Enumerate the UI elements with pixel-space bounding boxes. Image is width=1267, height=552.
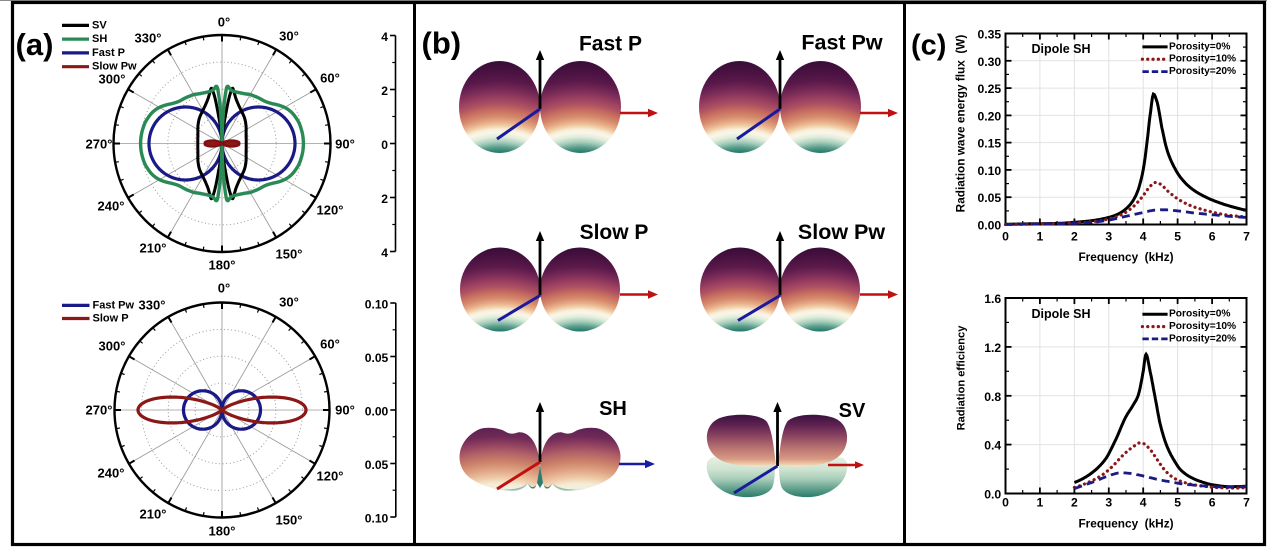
- svg-text:2: 2: [1071, 496, 1078, 510]
- svg-text:0.8: 0.8: [984, 390, 1001, 404]
- svg-text:1: 1: [1037, 496, 1044, 510]
- svg-text:0.15: 0.15: [977, 137, 1001, 151]
- svg-text:Fast Pw: Fast Pw: [801, 31, 883, 55]
- svg-text:6: 6: [1209, 496, 1216, 510]
- svg-text:0.05: 0.05: [365, 458, 389, 472]
- svg-text:210°: 210°: [140, 507, 167, 522]
- svg-text:180°: 180°: [209, 258, 236, 273]
- svg-text:0.05: 0.05: [365, 351, 389, 365]
- svg-text:Slow P: Slow P: [93, 313, 129, 325]
- svg-text:0: 0: [381, 138, 388, 152]
- svg-text:60°: 60°: [320, 71, 340, 86]
- svg-text:(c): (c): [911, 30, 946, 62]
- svg-text:0.10: 0.10: [365, 298, 389, 312]
- svg-text:150°: 150°: [276, 513, 303, 528]
- svg-text:Slow P: Slow P: [580, 221, 649, 244]
- svg-text:210°: 210°: [140, 241, 167, 256]
- svg-text:0.05: 0.05: [977, 191, 1001, 205]
- svg-text:1.6: 1.6: [984, 292, 1001, 306]
- svg-text:SH: SH: [92, 33, 107, 45]
- svg-text:1: 1: [1037, 229, 1044, 243]
- svg-text:Porosity=0%: Porosity=0%: [1169, 41, 1230, 52]
- svg-text:Dipole SH: Dipole SH: [1032, 42, 1091, 56]
- svg-text:2: 2: [381, 84, 388, 98]
- svg-text:(b): (b): [422, 26, 462, 61]
- svg-text:Slow Pw: Slow Pw: [798, 220, 885, 244]
- svg-text:SV: SV: [839, 400, 866, 422]
- svg-text:Slow Pw: Slow Pw: [92, 61, 137, 73]
- svg-text:5: 5: [1174, 229, 1181, 243]
- svg-text:0°: 0°: [218, 281, 230, 296]
- svg-text:4: 4: [381, 246, 388, 260]
- svg-text:7: 7: [1243, 496, 1250, 510]
- svg-text:1.2: 1.2: [984, 341, 1001, 355]
- svg-text:0.35: 0.35: [977, 28, 1001, 42]
- svg-text:2: 2: [1071, 229, 1078, 243]
- svg-text:270°: 270°: [86, 403, 113, 418]
- svg-text:4: 4: [1140, 496, 1147, 510]
- svg-text:0.00: 0.00: [977, 219, 1001, 233]
- svg-text:0.25: 0.25: [977, 82, 1001, 96]
- svg-text:Frequency (kHz): Frequency (kHz): [1078, 517, 1173, 531]
- svg-text:0.10: 0.10: [365, 512, 389, 526]
- svg-text:300°: 300°: [99, 339, 126, 354]
- svg-text:0.00: 0.00: [365, 405, 389, 419]
- svg-text:180°: 180°: [209, 524, 236, 539]
- svg-text:Porosity=10%: Porosity=10%: [1169, 54, 1236, 65]
- svg-text:240°: 240°: [98, 199, 125, 214]
- svg-text:(a): (a): [16, 27, 54, 62]
- svg-text:60°: 60°: [320, 337, 340, 352]
- svg-text:0.4: 0.4: [984, 439, 1001, 453]
- svg-text:270°: 270°: [86, 137, 113, 152]
- svg-text:330°: 330°: [135, 31, 162, 46]
- svg-text:Fast Pw: Fast Pw: [93, 299, 135, 311]
- svg-text:0°: 0°: [218, 15, 230, 30]
- svg-text:Dipole SH: Dipole SH: [1032, 307, 1091, 321]
- svg-text:0: 0: [1002, 496, 1009, 510]
- svg-text:150°: 150°: [276, 247, 303, 262]
- svg-text:SV: SV: [92, 19, 107, 31]
- svg-text:Radiation wave energy flux (W: Radiation wave energy flux (W): [954, 35, 968, 213]
- svg-text:Porosity=20%: Porosity=20%: [1169, 66, 1236, 77]
- svg-text:90°: 90°: [335, 137, 355, 152]
- svg-text:Porosity=20%: Porosity=20%: [1169, 333, 1236, 344]
- svg-text:120°: 120°: [317, 203, 344, 218]
- svg-text:0.10: 0.10: [977, 164, 1001, 178]
- svg-text:3: 3: [1105, 496, 1112, 510]
- svg-text:3: 3: [1105, 229, 1112, 243]
- svg-text:Radiation efficiency: Radiation efficiency: [956, 325, 968, 431]
- svg-text:30°: 30°: [279, 29, 299, 44]
- svg-text:7: 7: [1243, 229, 1250, 243]
- svg-text:300°: 300°: [99, 72, 126, 87]
- svg-text:240°: 240°: [98, 466, 125, 481]
- svg-text:SH: SH: [599, 398, 627, 420]
- svg-text:0: 0: [1002, 229, 1009, 243]
- svg-text:Fast P: Fast P: [92, 47, 125, 59]
- svg-text:Porosity=10%: Porosity=10%: [1169, 321, 1236, 332]
- svg-text:0.30: 0.30: [977, 55, 1001, 69]
- svg-text:Porosity=0%: Porosity=0%: [1169, 309, 1230, 320]
- svg-text:90°: 90°: [335, 403, 355, 418]
- svg-text:4: 4: [1140, 229, 1147, 243]
- svg-text:30°: 30°: [279, 295, 299, 310]
- svg-text:330°: 330°: [139, 298, 166, 313]
- svg-text:120°: 120°: [317, 469, 344, 484]
- svg-text:Frequency (kHz): Frequency (kHz): [1078, 250, 1173, 264]
- svg-text:4: 4: [381, 30, 388, 44]
- svg-text:0.20: 0.20: [977, 109, 1001, 123]
- svg-text:Fast P: Fast P: [579, 33, 642, 56]
- svg-text:2: 2: [381, 192, 388, 206]
- svg-text:5: 5: [1174, 496, 1181, 510]
- svg-text:6: 6: [1209, 229, 1216, 243]
- svg-text:0.0: 0.0: [984, 488, 1001, 502]
